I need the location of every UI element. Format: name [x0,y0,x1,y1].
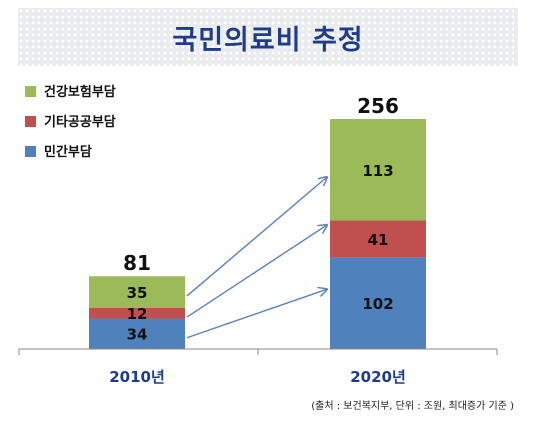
data-label: 113 [362,162,393,180]
data-label: 34 [127,326,148,344]
data-label: 12 [127,305,148,323]
growth-arrow [186,177,327,297]
data-label: 35 [127,284,148,302]
growth-arrow [186,225,327,318]
source-note: (출처 : 보건복지부, 단위 : 조원, 최대증가 기준 ) [311,401,514,412]
legend-swatch [25,116,36,127]
x-tick-label: 2010년 [109,368,165,386]
chart-title: 국민의료비 추정 [172,25,364,56]
legend-label: 민간부담 [44,144,92,160]
legend-swatch [25,146,36,157]
bar-segment [330,119,426,221]
legend-swatch [25,86,36,97]
legend-label: 건강보험부담 [44,84,116,100]
growth-arrow [186,289,327,339]
data-label: 102 [362,295,393,313]
title-bar: 국민의료비 추정 [18,8,518,66]
total-label: 81 [123,251,151,275]
x-tick-label: 2020년 [350,368,406,386]
legend-label: 기타공공부담 [44,114,116,130]
bar-segment [330,257,426,349]
bar-segment [89,318,185,349]
bar-segment [89,307,185,319]
total-label: 256 [357,94,399,118]
bar-segment [89,276,185,308]
bars: 34 12 35 81 102 41 113 256 [89,94,426,349]
data-label: 41 [368,231,389,249]
growth-arrows [186,177,327,339]
x-axis: 2010년 2020년 [18,348,498,386]
bar-segment [330,220,426,258]
